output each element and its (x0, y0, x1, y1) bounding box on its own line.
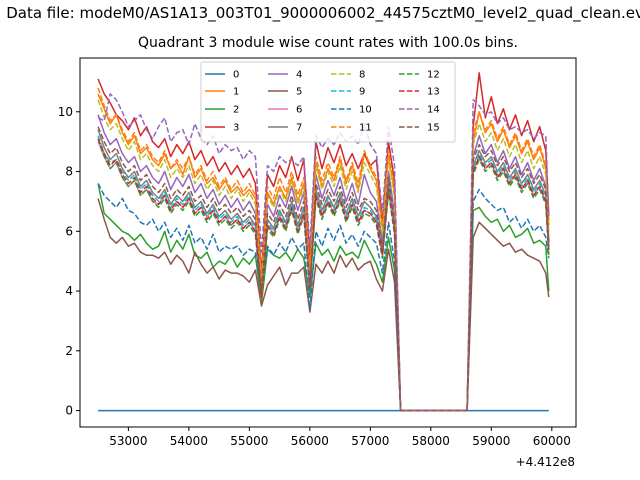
x-tick-label: 60000 (533, 434, 571, 448)
legend-label-5: 5 (296, 87, 302, 98)
legend-label-4: 4 (296, 70, 302, 81)
series-lines (97, 72, 550, 412)
series-line-9 (97, 135, 550, 412)
legend-label-11: 11 (359, 123, 372, 134)
series-line-3 (97, 72, 550, 412)
series-line-2 (97, 183, 550, 412)
chart-title: Quadrant 3 module wise count rates with … (138, 35, 518, 51)
legend-label-3: 3 (233, 123, 239, 134)
series-line-5 (97, 198, 550, 412)
x-offset-label: +4.412e8 (516, 455, 575, 469)
legend-label-9: 9 (359, 87, 365, 98)
series-line-8 (97, 99, 550, 412)
x-tick-label: 58000 (412, 434, 450, 448)
legend-label-12: 12 (427, 70, 440, 81)
legend-label-10: 10 (359, 105, 372, 116)
x-tick-label: 56000 (291, 434, 329, 448)
x-axis: 53000 54000 55000 56000 57000 58000 59000 60000 (109, 427, 571, 448)
y-tick-label: 10 (58, 105, 73, 119)
legend-label-7: 7 (296, 123, 302, 134)
legend-label-0: 0 (233, 70, 239, 81)
y-tick-label: 4 (65, 284, 73, 298)
legend-label-13: 13 (427, 87, 440, 98)
series-line-4 (97, 114, 550, 412)
legend-label-6: 6 (296, 105, 302, 116)
x-tick-label: 53000 (109, 434, 147, 448)
series-line-11 (97, 87, 550, 412)
x-tick-label: 57000 (351, 434, 389, 448)
y-tick-label: 6 (65, 224, 73, 238)
series-line-15 (97, 126, 550, 412)
legend-label-15: 15 (427, 123, 440, 134)
series-line-10 (97, 183, 550, 412)
y-tick-label: 8 (65, 165, 73, 179)
legend-label-1: 1 (233, 87, 239, 98)
legend-label-8: 8 (359, 70, 365, 81)
series-line-13 (97, 138, 550, 412)
figure-title: Data file: modeM0/AS1A13_003T01_90000060… (0, 4, 640, 22)
y-tick-label: 2 (65, 344, 73, 358)
legend-label-14: 14 (427, 105, 440, 116)
y-axis: 0 2 4 6 8 10 (58, 105, 80, 418)
x-tick-label: 55000 (230, 434, 268, 448)
legend-label-2: 2 (233, 105, 239, 116)
series-line-7 (97, 129, 550, 412)
series-line-14 (97, 93, 550, 412)
x-tick-label: 54000 (170, 434, 208, 448)
x-tick-label: 59000 (472, 434, 510, 448)
series-line-12 (97, 138, 550, 412)
legend-box (200, 61, 456, 143)
y-tick-label: 0 (65, 404, 73, 418)
figure-title-text: Data file: modeM0/AS1A13_003T01_90000060… (6, 4, 640, 22)
series-line-1 (97, 93, 550, 412)
axes-frame (79, 57, 577, 428)
